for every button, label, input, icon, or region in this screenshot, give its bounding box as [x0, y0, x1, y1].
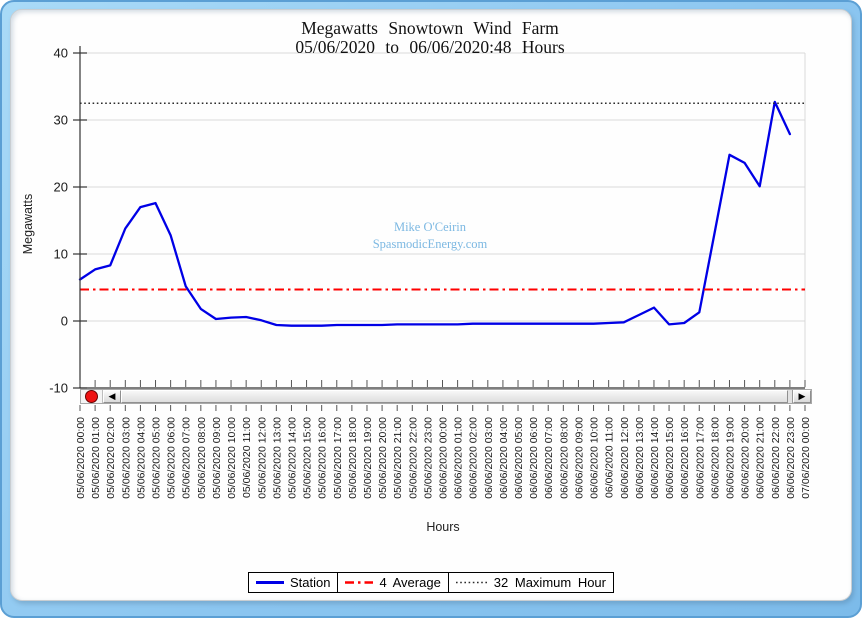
scrollbar-track-gap[interactable]: [788, 390, 793, 403]
legend-item-station: Station: [249, 573, 337, 592]
legend-item-average: 4 Average: [337, 573, 447, 592]
svg-text:05/06/2020 02:00: 05/06/2020 02:00: [105, 417, 117, 499]
svg-text:05/06/2020 03:00: 05/06/2020 03:00: [120, 417, 132, 499]
svg-text:05/06/2020 20:00: 05/06/2020 20:00: [377, 417, 389, 499]
svg-text:05/06/2020 06:00: 05/06/2020 06:00: [166, 417, 178, 499]
svg-text:06/06/2020 11:00: 06/06/2020 11:00: [604, 417, 616, 498]
legend-label: 4 Average: [379, 575, 441, 590]
svg-text:05/06/2020 01:00: 05/06/2020 01:00: [90, 417, 102, 499]
svg-text:05/06/2020 13:00: 05/06/2020 13:00: [271, 417, 283, 499]
svg-text:06/06/2020 20:00: 06/06/2020 20:00: [740, 417, 752, 499]
legend: Station 4 Average 32 Maximum Hour: [248, 572, 614, 593]
record-dot-icon[interactable]: [85, 390, 98, 403]
svg-text:0: 0: [61, 314, 68, 329]
svg-text:05/06/2020 09:00: 05/06/2020 09:00: [211, 417, 223, 499]
svg-text:05/06/2020 23:00: 05/06/2020 23:00: [422, 417, 434, 499]
svg-text:05/06/2020 17:00: 05/06/2020 17:00: [332, 417, 344, 499]
svg-text:06/06/2020 19:00: 06/06/2020 19:00: [724, 417, 736, 499]
svg-text:06/06/2020 13:00: 06/06/2020 13:00: [634, 417, 646, 499]
svg-text:05/06/2020 15:00: 05/06/2020 15:00: [302, 417, 314, 499]
scrollbar-right-button[interactable]: ▶: [793, 390, 811, 403]
svg-text:06/06/2020 00:00: 06/06/2020 00:00: [438, 417, 450, 499]
svg-text:06/06/2020 12:00: 06/06/2020 12:00: [619, 417, 631, 499]
chart-subtitle: 05/06/2020 to 06/06/2020:48 Hours: [295, 37, 565, 57]
svg-text:05/06/2020 18:00: 05/06/2020 18:00: [347, 417, 359, 499]
svg-text:05/06/2020 14:00: 05/06/2020 14:00: [286, 417, 298, 499]
chart-title: Megawatts Snowtown Wind Farm: [301, 18, 559, 38]
svg-text:10: 10: [54, 247, 68, 262]
scrollbar-thumb[interactable]: [121, 390, 788, 403]
y-axis-label: Megawatts: [21, 194, 35, 254]
svg-text:06/06/2020 07:00: 06/06/2020 07:00: [543, 417, 555, 499]
svg-text:06/06/2020 01:00: 06/06/2020 01:00: [453, 417, 465, 499]
svg-text:05/06/2020 21:00: 05/06/2020 21:00: [392, 417, 404, 499]
gridlines: [80, 52, 806, 388]
x-tick-labels: 05/06/2020 00:00 05/06/2020 01:00 05/06/20…: [75, 417, 812, 499]
svg-text:06/06/2020 10:00: 06/06/2020 10:00: [589, 417, 601, 499]
svg-text:05/06/2020 19:00: 05/06/2020 19:00: [362, 417, 374, 499]
svg-text:06/06/2020 03:00: 06/06/2020 03:00: [483, 417, 495, 499]
svg-text:07/06/2020 00:00: 07/06/2020 00:00: [800, 417, 812, 499]
svg-text:06/06/2020 05:00: 06/06/2020 05:00: [513, 417, 525, 499]
svg-text:05/06/2020 11:00: 05/06/2020 11:00: [241, 417, 253, 498]
left-arrow-icon: ◀: [108, 391, 116, 401]
svg-text:40: 40: [54, 46, 68, 61]
svg-text:06/06/2020 14:00: 06/06/2020 14:00: [649, 417, 661, 499]
average-line-swatch-icon: [345, 581, 374, 584]
svg-text:06/06/2020 16:00: 06/06/2020 16:00: [679, 417, 691, 499]
svg-text:05/06/2020 04:00: 05/06/2020 04:00: [135, 417, 147, 499]
series-lines: [78, 100, 805, 327]
svg-text:06/06/2020 15:00: 06/06/2020 15:00: [664, 417, 676, 499]
y-tick-labels: -10 0 10 20 30 40: [49, 46, 68, 396]
svg-text:06/06/2020 06:00: 06/06/2020 06:00: [528, 417, 540, 499]
axes: [73, 46, 806, 411]
svg-text:05/06/2020 12:00: 05/06/2020 12:00: [256, 417, 268, 499]
station-line-swatch-icon: [256, 581, 284, 584]
svg-text:05/06/2020 16:00: 05/06/2020 16:00: [317, 417, 329, 499]
svg-text:06/06/2020 08:00: 06/06/2020 08:00: [558, 417, 570, 499]
maximum-line-swatch-icon: [455, 581, 488, 584]
svg-text:06/06/2020 04:00: 06/06/2020 04:00: [498, 417, 510, 499]
svg-text:05/06/2020 07:00: 05/06/2020 07:00: [181, 417, 193, 499]
svg-text:06/06/2020 18:00: 06/06/2020 18:00: [709, 417, 721, 499]
svg-text:06/06/2020 02:00: 06/06/2020 02:00: [468, 417, 480, 499]
legend-item-maximum: 32 Maximum Hour: [447, 573, 613, 592]
svg-text:05/06/2020 10:00: 05/06/2020 10:00: [226, 417, 238, 499]
svg-text:05/06/2020 00:00: 05/06/2020 00:00: [75, 417, 87, 499]
svg-text:30: 30: [54, 113, 68, 128]
right-arrow-icon: ▶: [798, 391, 806, 401]
scrollbar-left-button[interactable]: ◀: [103, 390, 121, 403]
svg-text:20: 20: [54, 180, 68, 195]
svg-text:06/06/2020 09:00: 06/06/2020 09:00: [573, 417, 585, 499]
svg-text:06/06/2020 23:00: 06/06/2020 23:00: [785, 417, 797, 499]
scrollbar-dot-area: [81, 390, 103, 403]
svg-text:05/06/2020 05:00: 05/06/2020 05:00: [151, 417, 163, 499]
svg-text:06/06/2020 17:00: 06/06/2020 17:00: [694, 417, 706, 499]
time-scrollbar[interactable]: ◀ ▶: [80, 389, 812, 404]
legend-label: 32 Maximum Hour: [493, 575, 606, 590]
svg-text:-10: -10: [49, 381, 68, 396]
watermark-line1: Mike O'Ceirin: [394, 220, 467, 234]
svg-text:06/06/2020 22:00: 06/06/2020 22:00: [770, 417, 782, 499]
svg-text:06/06/2020 21:00: 06/06/2020 21:00: [755, 417, 767, 499]
x-axis-label: Hours: [426, 520, 459, 534]
svg-text:05/06/2020 22:00: 05/06/2020 22:00: [407, 417, 419, 499]
svg-text:05/06/2020 08:00: 05/06/2020 08:00: [196, 417, 208, 499]
watermark-line2: SpasmodicEnergy.com: [373, 237, 488, 251]
chart-panel: [10, 9, 852, 601]
legend-label: Station: [290, 575, 331, 590]
